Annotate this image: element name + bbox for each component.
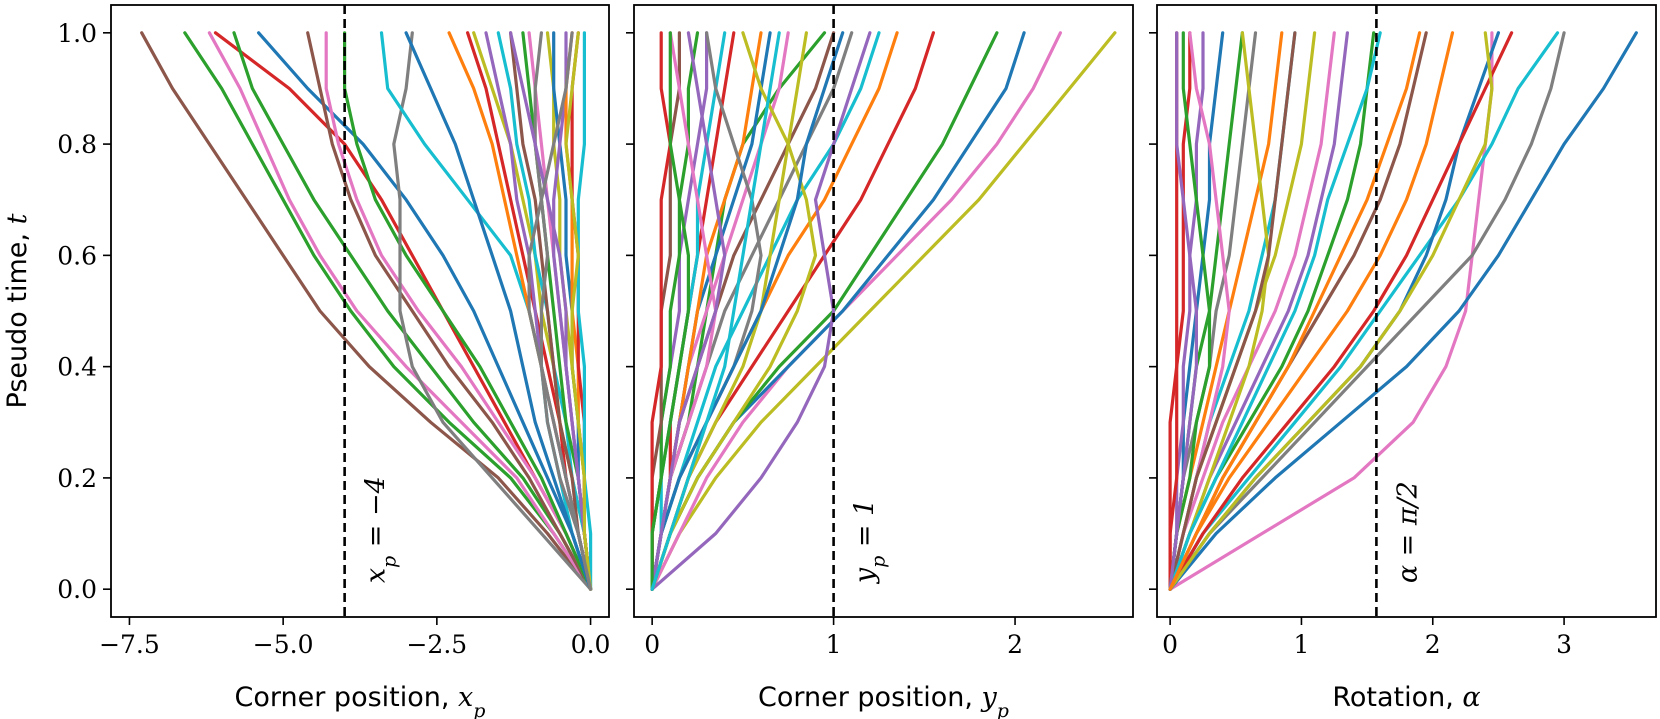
series-line-cyan-1 bbox=[1168, 31, 1560, 591]
x-axis-label: Corner position, xp bbox=[235, 682, 486, 719]
series-line-purple-3 bbox=[509, 31, 593, 591]
series-line-blue-1 bbox=[1168, 31, 1638, 591]
reference-label: yp = 1 bbox=[850, 499, 890, 584]
y-tick-label: 0.2 bbox=[57, 464, 97, 493]
reference-label: α = π/2 bbox=[1392, 481, 1423, 583]
y-tick-label: 0.0 bbox=[57, 575, 97, 604]
series-line-gray-1 bbox=[1168, 31, 1566, 591]
series-line-pink-1 bbox=[207, 31, 593, 591]
series-line-gray-2 bbox=[533, 31, 593, 591]
x-tick-label: 2 bbox=[1425, 630, 1441, 659]
x-tick-label: 0 bbox=[1162, 630, 1178, 659]
series-line-green-1 bbox=[183, 31, 593, 591]
series-line-brown-3 bbox=[509, 31, 593, 591]
panel-x-position: xp = −4 −7.5 −5.0 −2.5 0.0 0.0 0.2 0.4 0.6 0.8 1.0… bbox=[2, 4, 611, 719]
panel-rotation: α = π/2 0 1 2 3 Rotation, α bbox=[1149, 4, 1657, 713]
series-line-gray-3 bbox=[527, 31, 593, 591]
series-line-olive-1 bbox=[1168, 31, 1494, 591]
series-line-cyan-3 bbox=[1168, 31, 1382, 591]
series-line-red-2 bbox=[1168, 31, 1192, 591]
series-line-green-3 bbox=[343, 31, 593, 591]
series-line-green-4 bbox=[650, 31, 691, 591]
series-line-red-1 bbox=[1168, 31, 1514, 591]
x-tick-label: 0.0 bbox=[571, 630, 611, 659]
series-line-olive-1 bbox=[650, 31, 1117, 591]
y-axis-label: Pseudo time, t bbox=[2, 213, 33, 408]
series-group bbox=[650, 31, 1117, 591]
y-tick-label: 0.8 bbox=[57, 130, 97, 159]
x-tick-label: 3 bbox=[1556, 630, 1572, 659]
x-axis-label: Corner position, yp bbox=[758, 682, 1009, 719]
series-line-cyan-3 bbox=[576, 31, 593, 591]
series-line-pink-2 bbox=[324, 31, 593, 591]
x-axis-label: Rotation, α bbox=[1332, 682, 1480, 713]
series-line-olive-3 bbox=[1168, 31, 1271, 591]
series-line-green-3 bbox=[1168, 31, 1212, 591]
series-line-purple-3 bbox=[1168, 31, 1199, 591]
x-tick-label: −7.5 bbox=[99, 630, 160, 659]
x-tick-label: 0 bbox=[644, 630, 660, 659]
x-tick-label: 2 bbox=[1007, 630, 1023, 659]
series-line-purple-3 bbox=[650, 31, 727, 591]
series-line-blue-2 bbox=[404, 31, 593, 591]
series-line-brown-1 bbox=[140, 31, 593, 591]
series-line-blue-3 bbox=[650, 31, 845, 591]
series-line-olive-3 bbox=[564, 31, 593, 591]
plot-frame bbox=[110, 4, 610, 618]
series-line-purple-1 bbox=[650, 31, 872, 591]
panel-y-position: yp = 1 0 1 2 Corner position, yp bbox=[626, 4, 1134, 719]
series-line-brown-2 bbox=[306, 31, 593, 591]
series-line-purple-2 bbox=[1168, 31, 1205, 591]
series-group bbox=[140, 31, 593, 591]
reference-label: xp = −4 bbox=[361, 476, 401, 583]
x-tick-label: −2.5 bbox=[406, 630, 467, 659]
plot-frame bbox=[1156, 4, 1657, 618]
series-line-orange-3 bbox=[1168, 31, 1422, 591]
x-tick-label: 1 bbox=[826, 630, 842, 659]
series-group bbox=[1168, 31, 1638, 591]
series-line-olive-3 bbox=[650, 31, 818, 591]
series-line-orange-1 bbox=[1168, 31, 1455, 591]
series-line-pink-2 bbox=[1168, 31, 1336, 591]
y-tick-label: 1.0 bbox=[57, 19, 97, 48]
series-line-red-3 bbox=[650, 31, 672, 591]
series-line-gray-1 bbox=[392, 31, 593, 591]
y-tick-label: 0.6 bbox=[57, 241, 97, 270]
series-line-brown-2 bbox=[1168, 31, 1297, 591]
x-tick-label: 1 bbox=[1293, 630, 1309, 659]
series-line-cyan-3 bbox=[650, 31, 781, 591]
x-tick-label: −5.0 bbox=[253, 630, 314, 659]
series-line-green-2 bbox=[232, 31, 593, 591]
y-tick-label: 0.4 bbox=[57, 353, 97, 382]
plot-frame bbox=[633, 4, 1134, 618]
